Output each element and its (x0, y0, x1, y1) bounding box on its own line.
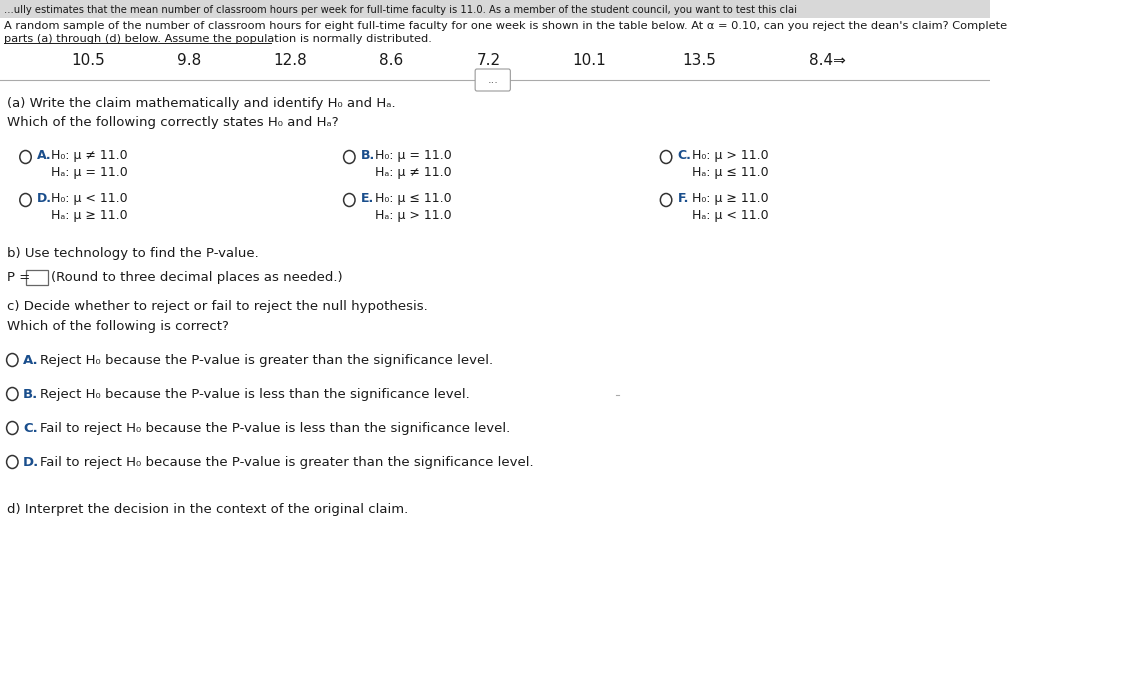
Text: Fail to reject H₀ because the P-value is greater than the significance level.: Fail to reject H₀ because the P-value is… (40, 455, 534, 468)
Text: H₀: μ ≤ 11.0: H₀: μ ≤ 11.0 (375, 192, 451, 205)
Text: Hₐ: μ < 11.0: Hₐ: μ < 11.0 (692, 208, 768, 221)
Text: B.: B. (22, 387, 38, 400)
Text: ...ully estimates that the mean number of classroom hours per week for full-time: ...ully estimates that the mean number o… (4, 5, 798, 15)
Text: Hₐ: μ ≠ 11.0: Hₐ: μ ≠ 11.0 (375, 165, 451, 178)
Text: C.: C. (22, 421, 37, 434)
Text: E.: E. (361, 192, 374, 205)
Text: d) Interpret the decision in the context of the original claim.: d) Interpret the decision in the context… (7, 504, 408, 516)
Text: 13.5: 13.5 (683, 53, 717, 67)
Text: Which of the following correctly states H₀ and Hₐ?: Which of the following correctly states … (7, 115, 339, 128)
Text: 10.1: 10.1 (573, 53, 606, 67)
Text: H₀: μ ≥ 11.0: H₀: μ ≥ 11.0 (692, 192, 768, 205)
Text: Hₐ: μ ≥ 11.0: Hₐ: μ ≥ 11.0 (51, 208, 127, 221)
Text: parts (a) through (d) below. Assume the population is normally distributed.: parts (a) through (d) below. Assume the … (4, 34, 432, 44)
Text: b) Use technology to find the P-value.: b) Use technology to find the P-value. (7, 246, 259, 260)
Text: (Round to three decimal places as needed.): (Round to three decimal places as needed… (51, 271, 343, 284)
Text: 9.8: 9.8 (177, 53, 201, 67)
Text: H₀: μ < 11.0: H₀: μ < 11.0 (51, 192, 127, 205)
Text: B.: B. (361, 149, 375, 162)
Text: Hₐ: μ ≤ 11.0: Hₐ: μ ≤ 11.0 (692, 165, 768, 178)
Text: 10.5: 10.5 (71, 53, 105, 67)
Text: Reject H₀ because the P-value is greater than the significance level.: Reject H₀ because the P-value is greater… (40, 353, 494, 366)
Text: Hₐ: μ > 11.0: Hₐ: μ > 11.0 (375, 208, 451, 221)
Text: F.: F. (677, 192, 688, 205)
Text: Fail to reject H₀ because the P-value is less than the significance level.: Fail to reject H₀ because the P-value is… (40, 421, 511, 434)
Text: 8.6: 8.6 (379, 53, 404, 67)
Text: H₀: μ = 11.0: H₀: μ = 11.0 (375, 149, 451, 162)
Text: 12.8: 12.8 (273, 53, 307, 67)
Text: H₀: μ ≠ 11.0: H₀: μ ≠ 11.0 (51, 149, 127, 162)
Text: C.: C. (677, 149, 692, 162)
FancyBboxPatch shape (475, 69, 511, 91)
Text: H₀: μ > 11.0: H₀: μ > 11.0 (692, 149, 768, 162)
Bar (0, 0, 990, 18)
Text: Hₐ: μ = 11.0: Hₐ: μ = 11.0 (51, 165, 128, 178)
Text: ...: ... (487, 75, 498, 85)
Text: P =: P = (7, 271, 30, 284)
Text: A.: A. (22, 353, 38, 366)
Text: (a) Write the claim mathematically and identify H₀ and Hₐ.: (a) Write the claim mathematically and i… (7, 96, 396, 110)
Text: Reject H₀ because the P-value is less than the significance level.: Reject H₀ because the P-value is less th… (40, 387, 470, 400)
Text: 8.4⇒: 8.4⇒ (809, 53, 846, 67)
Text: A.: A. (37, 149, 52, 162)
Text: Which of the following is correct?: Which of the following is correct? (7, 319, 228, 332)
Text: A random sample of the number of classroom hours for eight full-time faculty for: A random sample of the number of classro… (4, 21, 1008, 31)
Bar (26, 269, 47, 285)
Text: D.: D. (37, 192, 52, 205)
Text: D.: D. (22, 455, 39, 468)
Text: 7.2: 7.2 (476, 53, 501, 67)
Text: c) Decide whether to reject or fail to reject the null hypothesis.: c) Decide whether to reject or fail to r… (7, 300, 428, 312)
